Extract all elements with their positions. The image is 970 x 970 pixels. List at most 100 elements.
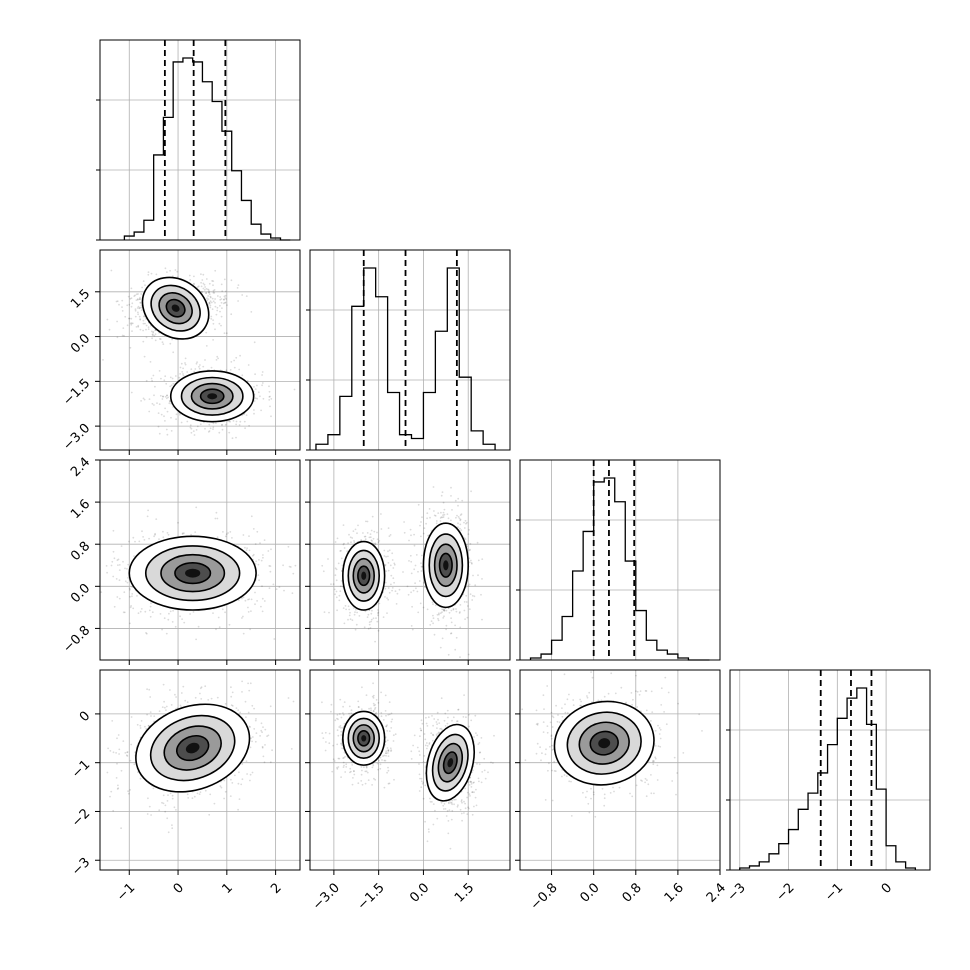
scatter-point: [167, 533, 170, 536]
scatter-point: [463, 601, 466, 603]
scatter-point: [372, 617, 375, 620]
scatter-point: [393, 562, 396, 565]
scatter-point: [340, 776, 342, 778]
scatter-point: [116, 559, 119, 562]
scatter-point: [165, 428, 168, 431]
scatter-point: [267, 734, 270, 737]
scatter-point: [416, 590, 419, 593]
scatter-point: [351, 783, 354, 786]
scatter-point: [330, 703, 333, 706]
scatter-point: [253, 412, 255, 415]
scatter-point: [457, 516, 460, 518]
scatter-point: [241, 617, 243, 619]
scatter-point: [204, 427, 206, 430]
scatter-point: [112, 529, 115, 532]
scatter-point: [364, 535, 367, 538]
scatter-point: [354, 628, 357, 631]
scatter-point: [147, 725, 150, 727]
scatter-point: [184, 357, 187, 360]
scatter-point: [194, 368, 197, 370]
scatter-point: [248, 598, 251, 600]
scatter-point: [429, 516, 431, 519]
scatter-point: [342, 766, 345, 768]
scatter-point: [425, 522, 427, 525]
scatter-point: [154, 339, 157, 342]
scatter-point: [469, 548, 471, 551]
scatter-point: [127, 295, 130, 298]
scatter-point: [342, 705, 344, 708]
scatter-point: [387, 587, 390, 589]
scatter-point: [441, 611, 443, 613]
scatter-point: [255, 718, 257, 720]
scatter-point: [148, 805, 151, 808]
scatter-point: [146, 688, 149, 691]
scatter-point: [275, 588, 278, 591]
scatter-point: [420, 535, 422, 538]
scatter-point: [158, 538, 160, 540]
scatter-point: [465, 601, 468, 603]
scatter-point: [141, 286, 144, 289]
scatter-point: [215, 628, 217, 631]
scatter-point: [231, 691, 234, 694]
grid-3-3: [730, 670, 930, 870]
scatter-point: [139, 328, 142, 331]
scatter-point: [228, 420, 230, 423]
scatter-point: [136, 595, 138, 597]
scatter-point: [241, 763, 244, 765]
scatter-point: [179, 366, 182, 369]
scatter-point: [169, 385, 172, 388]
scatter-point: [374, 640, 376, 643]
scatter-point: [459, 519, 462, 522]
scatter-point: [142, 322, 145, 325]
scatter-point: [174, 693, 176, 696]
scatter-point: [262, 726, 264, 728]
scatter-point: [171, 797, 174, 800]
scatter-point: [432, 622, 434, 625]
scatter-point: [220, 786, 223, 789]
scatter-point: [184, 362, 186, 364]
scatter-point: [204, 286, 207, 288]
scatter-point: [261, 746, 264, 749]
scatter-point: [153, 334, 156, 337]
scatter-point: [372, 710, 375, 712]
scatter-point: [149, 696, 152, 698]
scatter-point: [392, 567, 395, 569]
scatter-point: [420, 562, 422, 565]
scatter-point: [335, 596, 338, 599]
scatter-point: [436, 613, 439, 616]
scatter-point: [208, 302, 211, 305]
scatter-point: [434, 515, 437, 517]
scatter-point: [340, 743, 343, 745]
scatter-point: [442, 511, 445, 514]
scatter-point: [437, 512, 440, 514]
scatter-point: [253, 400, 256, 402]
scatter-point: [410, 572, 413, 575]
scatter-point: [166, 271, 168, 273]
scatter-point: [450, 519, 452, 522]
scatter-point: [129, 606, 132, 609]
scatter-point: [443, 609, 445, 612]
scatter-point: [420, 570, 423, 572]
scatter-point: [169, 269, 172, 272]
scatter-point: [481, 578, 483, 580]
scatter-point: [414, 582, 416, 585]
scatter-point: [238, 599, 240, 602]
scatter-point: [384, 581, 387, 584]
scatter-point: [148, 398, 151, 400]
scatter-point: [340, 742, 342, 745]
scatter-point: [443, 607, 446, 610]
scatter-point: [249, 746, 252, 749]
scatter-point: [212, 428, 214, 430]
scatter-point: [224, 611, 227, 614]
scatter-point: [141, 530, 143, 533]
scatter-point: [124, 752, 127, 754]
scatter-point: [336, 714, 339, 716]
scatter-point: [118, 569, 121, 571]
scatter-point: [137, 324, 140, 327]
scatter-point: [460, 513, 463, 515]
scatter-point: [138, 307, 141, 310]
scatter-point: [126, 581, 129, 584]
scatter-point: [127, 792, 130, 795]
scatter-point: [387, 550, 389, 553]
scatter-point: [365, 770, 368, 773]
